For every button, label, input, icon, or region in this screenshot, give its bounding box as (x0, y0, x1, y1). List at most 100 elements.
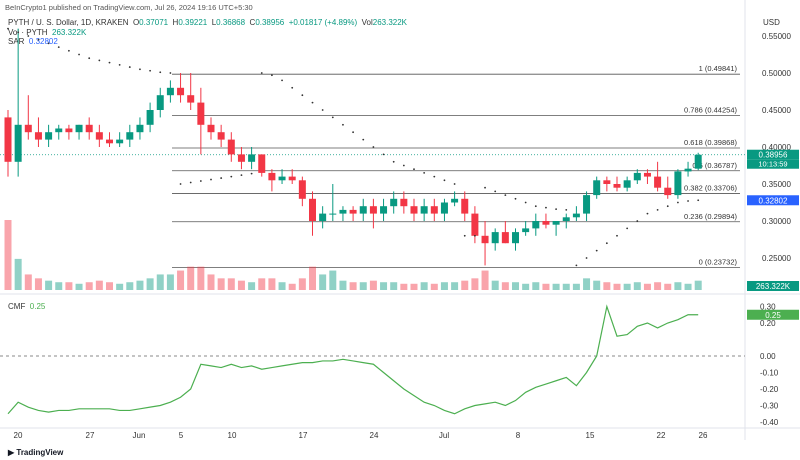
candle-body (552, 221, 560, 225)
date-tick-label: 5 (179, 431, 184, 440)
volume-bar (258, 278, 266, 290)
sar-dot (108, 61, 111, 64)
volume-bar (491, 280, 499, 290)
candle-body (319, 213, 327, 221)
legend-sar[interactable]: SAR 0.32802 (8, 37, 58, 46)
candle-body (694, 154, 702, 169)
sar-dot (362, 138, 365, 141)
volume-bar (501, 282, 509, 290)
volume-bar (613, 283, 621, 290)
sar-dot (423, 172, 426, 174)
sar-dot (128, 66, 131, 68)
sar-dot (687, 200, 689, 202)
sar-dot (413, 168, 415, 171)
volume-bar (207, 274, 215, 290)
symbol-label[interactable]: PYTH / U. S. Dollar, 1D, KRAKEN (8, 18, 129, 27)
sar-dot (453, 183, 456, 185)
sar-dot (545, 206, 547, 209)
volume-bar (471, 278, 479, 290)
volume-bar (643, 283, 651, 290)
candle-body (136, 124, 144, 133)
volume-bar (288, 283, 296, 290)
cmf-tick-label: -0.30 (760, 402, 779, 411)
candle-body (237, 154, 245, 162)
tradingview-logo[interactable]: ▶ TradingView (8, 448, 64, 457)
sar-dot (301, 94, 304, 97)
sar-dot (179, 183, 182, 185)
date-tick-label: 22 (657, 431, 666, 440)
volume-bar (24, 274, 32, 290)
volume-bar (633, 282, 641, 290)
candle-body (664, 187, 672, 196)
candle-body (562, 217, 570, 221)
last-price-badge (747, 149, 799, 160)
volume-bar (187, 266, 195, 290)
sar-dot (646, 212, 649, 215)
candle-body (329, 213, 337, 215)
sar-dot (392, 160, 395, 163)
candle-body (24, 124, 32, 133)
date-tick-label: 10 (228, 431, 237, 440)
cmf-tick-label: 0.20 (760, 319, 776, 328)
sar-badge-text: 0.32802 (759, 196, 788, 205)
candle-body (542, 221, 550, 225)
legend-volume[interactable]: Vol · PYTH 263.322K (8, 28, 87, 37)
sar-dot (271, 74, 273, 77)
candle-body (217, 132, 225, 140)
candle-body (451, 198, 459, 203)
sar-dot (47, 42, 50, 45)
volume-bar (359, 282, 367, 290)
candle-body (603, 180, 611, 184)
candle-body (623, 180, 631, 188)
candle-body (75, 124, 83, 133)
candle-body (512, 232, 519, 244)
sar-dot (88, 57, 91, 60)
candle-body (268, 172, 276, 181)
price-tick-label: 0.55000 (762, 32, 791, 41)
volume-bar (420, 282, 428, 290)
volume-bar (65, 282, 73, 290)
cmf-legend[interactable]: CMF 0.25 (8, 302, 46, 311)
published-line: BeInCrypto1 published on TradingView.com… (5, 3, 253, 12)
sar-dot (118, 63, 121, 66)
sar-dot (57, 46, 60, 48)
candle-body (156, 95, 164, 110)
volume-bar (166, 274, 174, 290)
candle-body (248, 154, 256, 162)
candle-body (339, 209, 347, 214)
candle-body (85, 124, 93, 133)
volume-bar (349, 282, 357, 290)
volume-bar (440, 282, 448, 290)
volume-bar (45, 280, 53, 290)
cmf-badge (747, 309, 799, 320)
candle-body (227, 139, 235, 155)
date-tick-label: 20 (14, 431, 23, 440)
candle-body (116, 139, 124, 144)
volume-bar (85, 282, 93, 290)
date-tick-label: 17 (299, 431, 308, 440)
candle-body (430, 206, 438, 214)
candle-body (410, 206, 418, 214)
sar-dot (474, 234, 476, 237)
fib-level-label: 0 (0.23732) (699, 257, 738, 266)
candle-body (471, 213, 479, 236)
sar-dot (78, 53, 80, 56)
sar-dot (311, 101, 314, 104)
last-price-badge-text: 0.38956 (759, 151, 788, 160)
candle-body (45, 132, 53, 140)
volume-bar (410, 283, 418, 290)
candle-body (288, 176, 296, 181)
sar-dot (504, 194, 507, 197)
candle-body (532, 221, 540, 229)
volume-bar (562, 283, 570, 290)
sar-dot (402, 164, 405, 167)
candle-body (278, 176, 286, 181)
cmf-tick-label: -0.10 (760, 369, 779, 378)
date-tick-label: 8 (516, 431, 521, 440)
volume-bar (217, 278, 225, 290)
cmf-tick-label: 0.30 (760, 303, 776, 312)
sar-dot (565, 209, 568, 211)
sar-dot (98, 59, 101, 62)
volume-bar (674, 282, 682, 290)
